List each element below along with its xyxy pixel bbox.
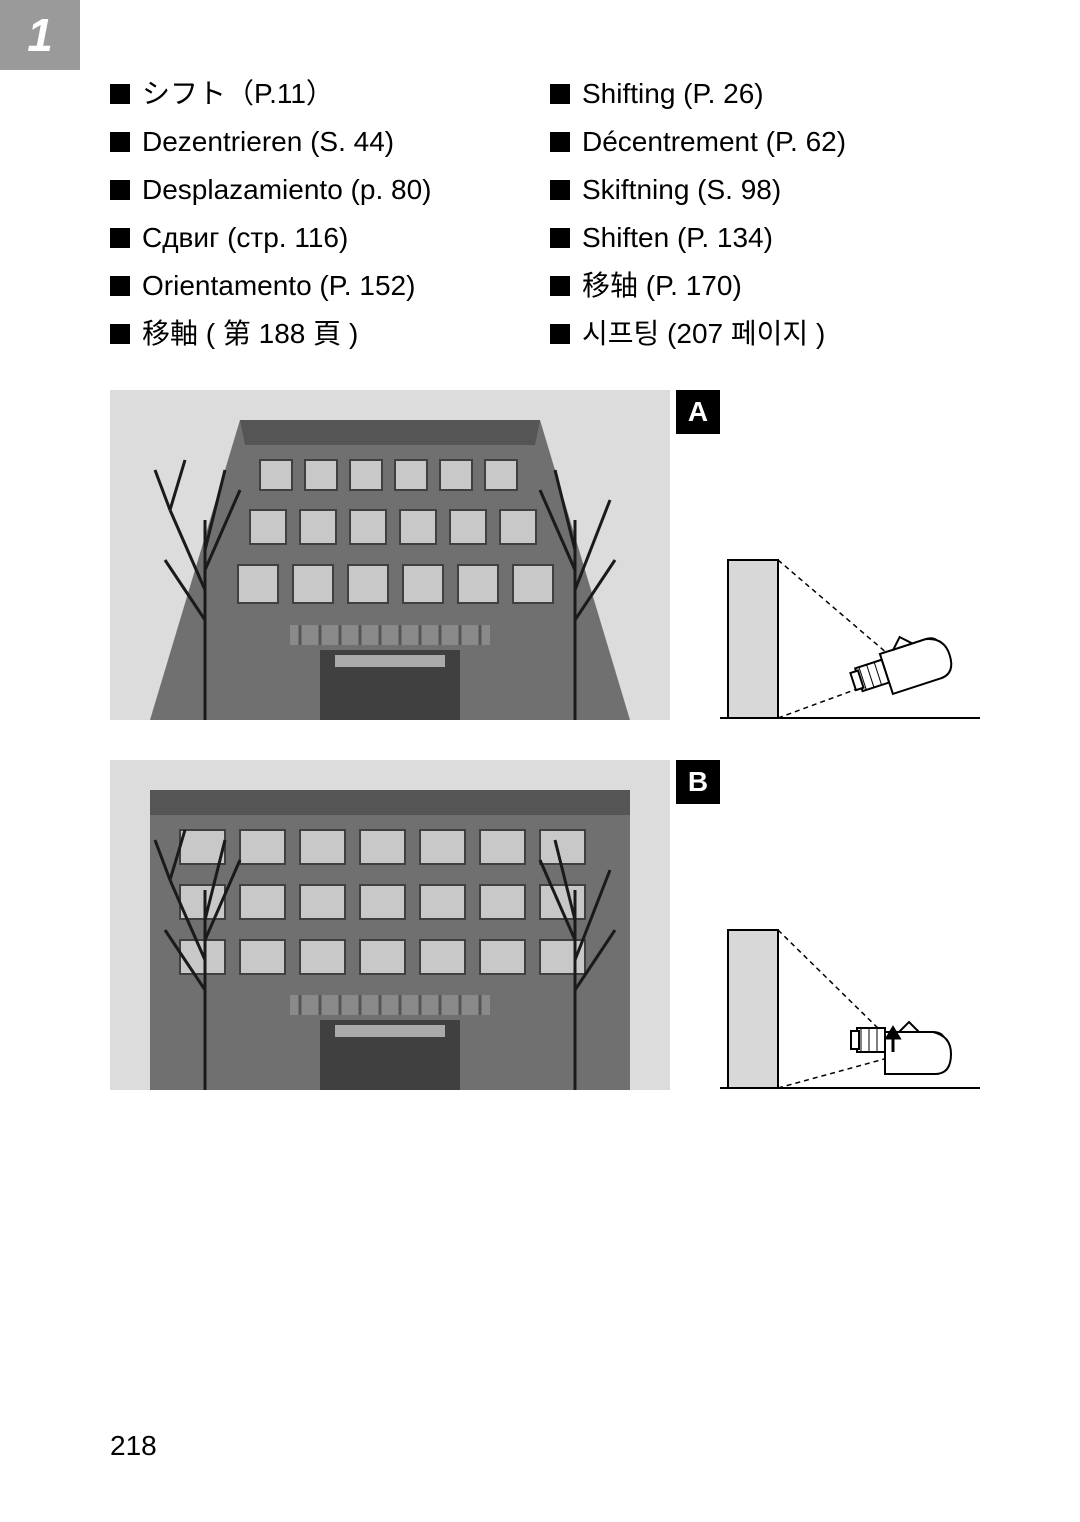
lang-item: Shiften (P. 134) — [550, 224, 990, 252]
lang-item: Shifting (P. 26) — [550, 80, 990, 108]
lang-item: Orientamento (P. 152) — [110, 272, 550, 300]
lang-item: Dezentrieren (S. 44) — [110, 128, 550, 156]
square-bullet-icon — [110, 324, 130, 344]
square-bullet-icon — [110, 180, 130, 200]
lang-item: 시프팅 (207 페이지 ) — [550, 320, 990, 348]
figure-area: A — [110, 390, 990, 1130]
lang-text: 移軸 ( 第 188 頁 ) — [142, 320, 358, 348]
square-bullet-icon — [110, 132, 130, 152]
figure-row-a: A — [110, 390, 990, 720]
language-column-left: シフト（P.11） Dezentrieren (S. 44) Desplazam… — [110, 80, 550, 368]
lang-item: シフト（P.11） — [110, 80, 550, 108]
lang-item: 移轴 (P. 170) — [550, 272, 990, 300]
lang-item: Сдвиг (стр. 116) — [110, 224, 550, 252]
figure-label-text: A — [688, 396, 708, 428]
square-bullet-icon — [550, 228, 570, 248]
lang-text: Сдвиг (стр. 116) — [142, 224, 348, 252]
square-bullet-icon — [550, 84, 570, 104]
lang-text: Shifting (P. 26) — [582, 80, 764, 108]
square-bullet-icon — [110, 228, 130, 248]
lang-item: Skiftning (S. 98) — [550, 176, 990, 204]
square-bullet-icon — [550, 276, 570, 296]
lang-text: Orientamento (P. 152) — [142, 272, 415, 300]
lang-text: Dezentrieren (S. 44) — [142, 128, 394, 156]
page-number: 218 — [110, 1430, 157, 1462]
figure-label-b: B — [676, 760, 720, 804]
page-number-text: 218 — [110, 1430, 157, 1461]
diagram-b — [720, 910, 980, 1090]
example-photo-b — [110, 760, 670, 1090]
camera-tilted-diagram-icon — [720, 540, 980, 720]
figure-row-b: B — [110, 760, 990, 1090]
lang-text: Décentrement (P. 62) — [582, 128, 846, 156]
chapter-number: 1 — [27, 8, 53, 62]
lang-text: シフト（P.11） — [142, 80, 334, 108]
lang-text: Skiftning (S. 98) — [582, 176, 781, 204]
figure-label-a: A — [676, 390, 720, 434]
language-column-right: Shifting (P. 26) Décentrement (P. 62) Sk… — [550, 80, 990, 368]
lang-text: Shiften (P. 134) — [582, 224, 773, 252]
lang-item: Desplazamiento (p. 80) — [110, 176, 550, 204]
lang-item: Décentrement (P. 62) — [550, 128, 990, 156]
chapter-tab: 1 — [0, 0, 80, 70]
figure-label-text: B — [688, 766, 708, 798]
camera-shift-diagram-icon — [720, 910, 980, 1090]
square-bullet-icon — [110, 84, 130, 104]
example-photo-a — [110, 390, 670, 720]
lang-text: Desplazamiento (p. 80) — [142, 176, 431, 204]
language-reference-list: シフト（P.11） Dezentrieren (S. 44) Desplazam… — [110, 80, 990, 368]
lang-text: 移轴 (P. 170) — [582, 272, 742, 300]
lang-text: 시프팅 (207 페이지 ) — [582, 320, 825, 348]
lang-item: 移軸 ( 第 188 頁 ) — [110, 320, 550, 348]
square-bullet-icon — [110, 276, 130, 296]
building-photo-keystone-icon — [110, 390, 670, 720]
square-bullet-icon — [550, 180, 570, 200]
square-bullet-icon — [550, 324, 570, 344]
diagram-a — [720, 540, 980, 720]
building-photo-corrected-icon — [110, 760, 670, 1090]
square-bullet-icon — [550, 132, 570, 152]
